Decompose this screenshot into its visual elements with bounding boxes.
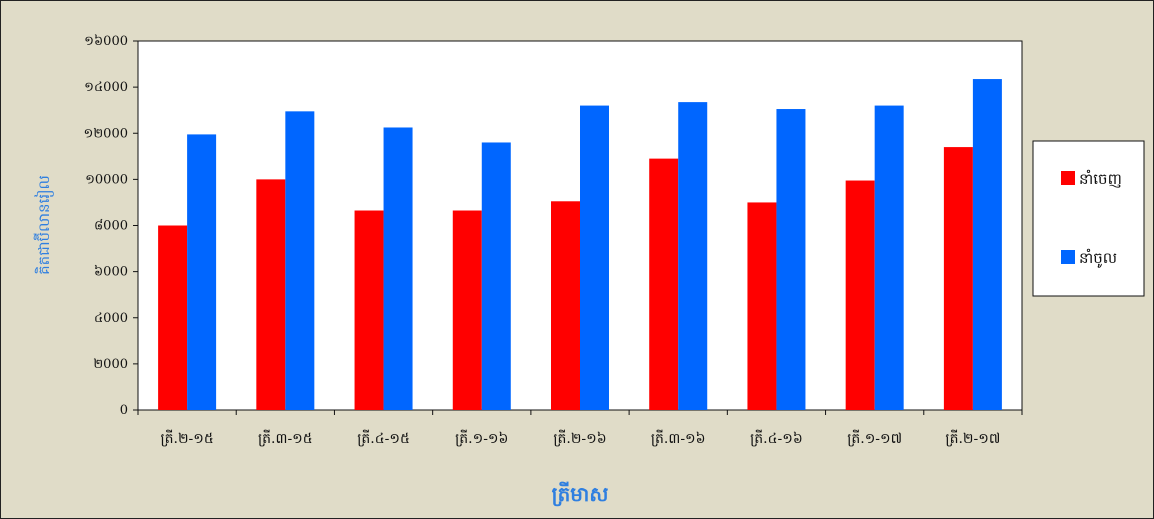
legend-label-import: នាំចូល [1079, 248, 1117, 268]
bar-export [845, 180, 875, 410]
x-tick-label: ត្រី.២-១៦ [553, 429, 606, 447]
bar-import [580, 105, 609, 410]
y-tick-label: ១0000 [85, 172, 128, 187]
legend-label-export: នាំចេញ [1079, 169, 1122, 188]
legend-box [1032, 140, 1145, 297]
bar-export [649, 158, 679, 410]
bar-import [678, 102, 708, 410]
legend-swatch-export [1061, 171, 1075, 185]
bar-export [452, 210, 482, 410]
bar-export [747, 202, 777, 410]
bar-export [354, 210, 384, 410]
bar-import [972, 79, 1002, 410]
bar-import [481, 142, 511, 410]
x-tick-label: ត្រី.១-១៦ [455, 429, 508, 447]
y-tick-label: ១២000 [84, 126, 129, 141]
x-tick-label: ត្រី.៤-១៦ [750, 429, 803, 447]
bar-import [383, 127, 413, 410]
x-axis-title: ត្រីមាស [552, 481, 609, 507]
y-axis-ticks: 0 ២000 ៤000 ៦000 ៨000 ១0000 ១២000 ១៤000 ១៦000 [84, 34, 138, 418]
bar-export [943, 147, 973, 410]
x-tick-label: ត្រី.៣-១៦ [651, 429, 706, 447]
bar-export [256, 179, 286, 410]
x-tick-label: ត្រី.២-១៥ [160, 429, 213, 447]
y-tick-label: ១៤000 [84, 80, 128, 95]
bar-import [285, 111, 315, 410]
legend: នាំចេញ នាំចូល [1032, 140, 1145, 297]
y-tick-label: 0 [120, 403, 128, 418]
x-tick-label: ត្រី.២-១៧ [945, 429, 1000, 447]
y-tick-label: ៨000 [94, 219, 128, 234]
bar-import [187, 134, 217, 410]
x-tick-label: ត្រី.៤-១៥ [357, 429, 410, 447]
bar-export [158, 225, 188, 410]
y-tick-label: ៦000 [94, 265, 128, 280]
bar-import [874, 105, 904, 410]
x-axis-ticks: ត្រី.២-១៥ ត្រី.៣-១៥ ត្រី.៤-១៥ ត្រី.១-១៦ ត្រី… [137, 410, 1023, 447]
y-tick-label: ១៦000 [84, 34, 128, 49]
x-tick-label: ត្រី.១-១៧ [847, 429, 902, 447]
legend-swatch-import [1061, 250, 1075, 264]
bar-export [551, 201, 580, 410]
y-axis-title: គិតជាប៊ីលានរៀល [33, 175, 54, 275]
x-tick-label: ត្រី.៣-១៥ [258, 429, 313, 447]
y-tick-label: ៤000 [94, 311, 128, 326]
bars-group [158, 79, 1002, 411]
y-tick-label: ២000 [93, 357, 128, 372]
bar-import [776, 109, 806, 411]
